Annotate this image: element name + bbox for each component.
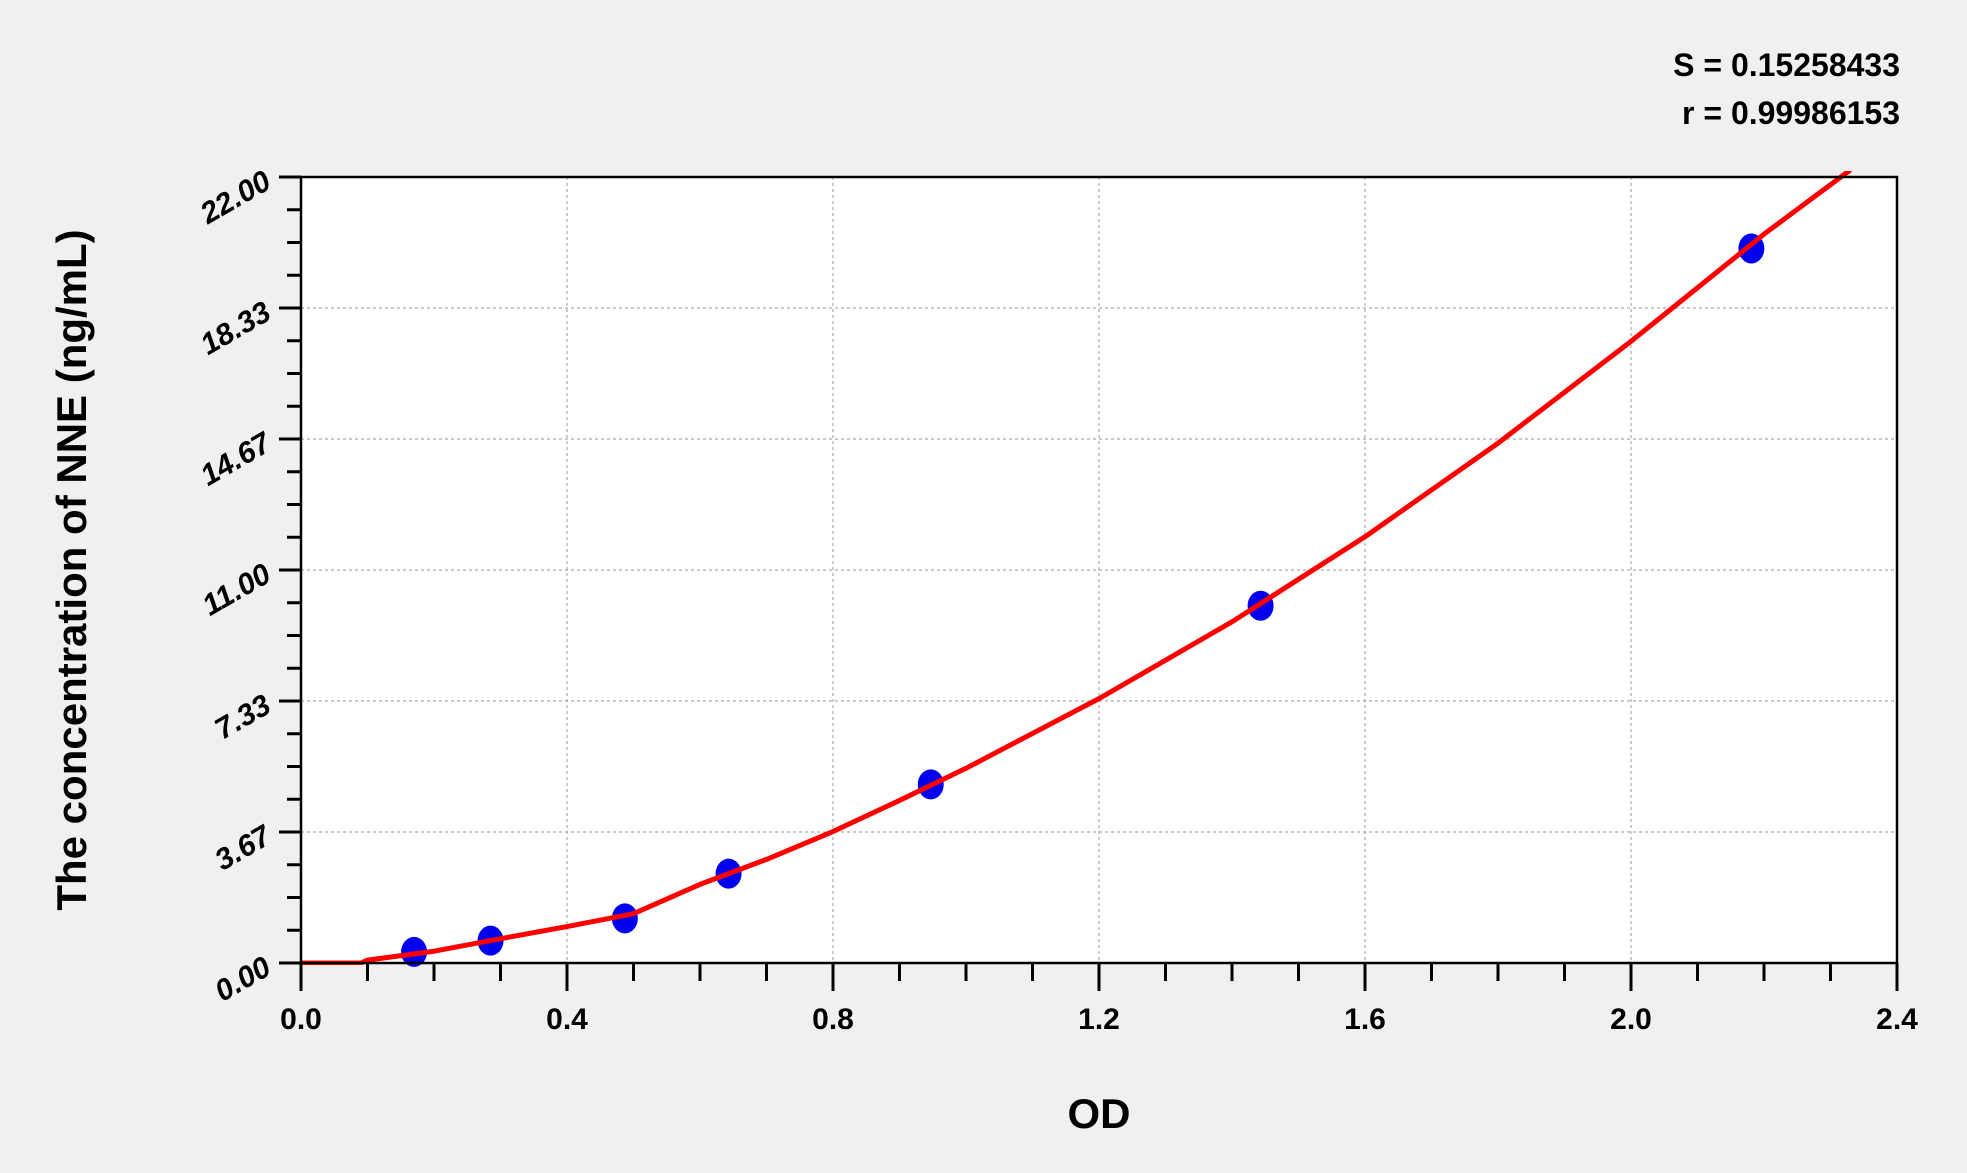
- ticks: [279, 175, 1899, 991]
- x-tick-label: 0.8: [812, 1003, 854, 1036]
- x-tick-label: 0.0: [280, 1003, 322, 1036]
- y-tick-label: 18.33: [195, 295, 277, 361]
- y-tick-label: 3.67: [209, 819, 277, 877]
- x-axis-title: OD: [1068, 1090, 1131, 1137]
- x-tick-label: 2.4: [1876, 1003, 1918, 1036]
- y-tick-label: 7.33: [209, 688, 276, 746]
- fit-curve: [301, 171, 1852, 965]
- x-tick-labels: 0.0 0.4 0.8 1.2 1.6 2.0 2.4: [280, 1003, 1918, 1036]
- y-tick-label: 22.00: [194, 164, 277, 231]
- y-axis-title: The concentration of NNE (ng/mL): [48, 229, 95, 910]
- fit-curve-layer: [301, 171, 1852, 965]
- stat-s: S = 0.15258433: [1673, 47, 1900, 83]
- grid: [301, 177, 1897, 963]
- y-tick-labels: 0.00 3.67 7.33 11.00 14.67 18.33 22.00: [194, 164, 278, 1008]
- x-tick-label: 2.0: [1610, 1003, 1652, 1036]
- x-tick-label: 1.6: [1344, 1003, 1386, 1036]
- y-tick-label: 14.67: [195, 426, 278, 493]
- y-tick-label: 11.00: [197, 557, 277, 622]
- x-tick-label: 1.2: [1078, 1003, 1120, 1036]
- stat-r: r = 0.99986153: [1682, 95, 1900, 131]
- x-tick-label: 0.4: [546, 1003, 588, 1036]
- data-point: [611, 903, 638, 934]
- y-tick-label: 0.00: [209, 950, 276, 1008]
